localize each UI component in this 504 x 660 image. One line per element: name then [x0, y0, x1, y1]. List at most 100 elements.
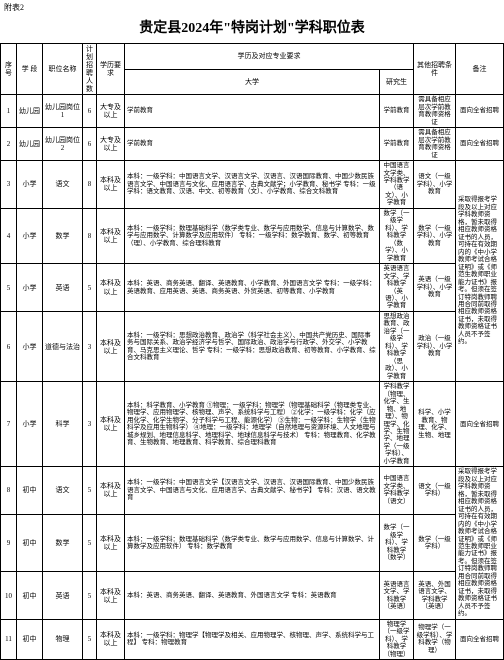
- th-major-group: 学历及对应专业要求: [125, 44, 414, 70]
- cell-yjs: 思想政治教育、政治学（一级学科）、学科教学（思政）、小学教育: [380, 311, 414, 381]
- cell-seg: 小学: [17, 208, 43, 263]
- positions-table: 序号 学 段 职位名称 计划招聘人数 学历要求 学历及对应专业要求 其他招聘条件…: [0, 43, 504, 660]
- th-pos: 职位名称: [43, 44, 83, 95]
- cell-pos: 英语: [43, 264, 83, 312]
- cell-seg: 小学: [17, 264, 43, 312]
- cell-yjs: 中国语言文学类、学科教学（语文）、小学教育: [380, 161, 414, 209]
- cell-sn: 11: [1, 619, 17, 659]
- cell-num: 5: [83, 572, 97, 619]
- cell-oth: 需具备相应层次学前教育教师资格证: [414, 128, 456, 161]
- th-yjs: 研究生: [380, 69, 414, 95]
- cell-sn: 9: [1, 514, 17, 572]
- cell-edu: 本科及以上: [97, 619, 125, 659]
- cell-seg: 初中: [17, 572, 43, 619]
- cell-pos: 幼儿园岗位2: [43, 128, 83, 161]
- cell-edu: 本科及以上: [97, 382, 125, 467]
- cell-num: 6: [83, 128, 97, 161]
- cell-num: 5: [83, 514, 97, 572]
- cell-oth: 英语（一级学科）、小学教育: [414, 264, 456, 312]
- cell-pos: 幼儿园岗位1: [43, 95, 83, 128]
- cell-edu: 本科及以上: [97, 161, 125, 209]
- cell-num: 5: [83, 264, 97, 312]
- cell-sn: 6: [1, 311, 17, 381]
- cell-sn: 1: [1, 95, 17, 128]
- cell-dx: 本科：一级学科：物理学【物理学及相关、应用物理学、核物理、声学、系统科学与工程】…: [125, 619, 380, 659]
- cell-pos: 科学: [43, 382, 83, 467]
- cell-dx: 本科：一级学科：数理基础科学（数学类专业、数学与应用数学、信息与计算数学、计算数…: [125, 514, 380, 572]
- cell-oth: 英语、外国语言文学、学科教学（英语）: [414, 572, 456, 619]
- cell-num: 8: [83, 208, 97, 263]
- cell-sn: 10: [1, 572, 17, 619]
- th-sn: 序号: [1, 44, 17, 95]
- cell-bz: 面向全省招聘: [456, 128, 504, 161]
- cell-dx: 本科：英语、商务英语、翻译、英语教育、外国语言文学 专科：英语教育: [125, 572, 380, 619]
- cell-num: 5: [83, 467, 97, 514]
- cell-yjs: 数学（一级学科）、学科教学（数学）、小学教育: [380, 208, 414, 263]
- cell-num: 8: [83, 161, 97, 209]
- cell-seg: 小学: [17, 161, 43, 209]
- cell-edu: 本科及以上: [97, 208, 125, 263]
- th-num: 计划招聘人数: [83, 44, 97, 95]
- cell-num: 3: [83, 382, 97, 467]
- cell-bz-group: 采取得报考学段及以上对应学科教师资格，暂未取得相应教师资格证书的人员，可持在有效…: [456, 467, 504, 619]
- cell-edu: 本科及以上: [97, 264, 125, 312]
- cell-yjs: 学科教学（物理、化学、生物、地理）、物理学、化学、生物学、地理学（一级学科）、小…: [380, 382, 414, 467]
- cell-seg: 小学: [17, 382, 43, 467]
- cell-seg: 幼儿园: [17, 95, 43, 128]
- cell-oth: 物理学（一级学科）、学科教学（物理）: [414, 619, 456, 659]
- cell-dx: 本科：一级学科：中国语言文学、汉语言文学、汉语言、汉语国际教育、中国少数民族语言…: [125, 161, 380, 209]
- cell-yjs: 学前教育: [380, 128, 414, 161]
- cell-edu: 大专及以上: [97, 128, 125, 161]
- cell-yjs: 英语语言文学、学科教学（英语）、小学教育: [380, 264, 414, 312]
- cell-pos: 道德与法治: [43, 311, 83, 381]
- cell-bz: 面向全省招聘: [456, 382, 504, 467]
- th-edu: 学历要求: [97, 44, 125, 95]
- cell-yjs: 英语语言文学、学科教学（英语）: [380, 572, 414, 619]
- cell-sn: 2: [1, 128, 17, 161]
- cell-seg: 初中: [17, 467, 43, 514]
- cell-sn: 3: [1, 161, 17, 209]
- th-seg: 学 段: [17, 44, 43, 95]
- cell-pos: 物理: [43, 619, 83, 659]
- cell-dx: 学前教育: [125, 128, 380, 161]
- cell-sn: 4: [1, 208, 17, 263]
- cell-oth: 数学（一级学科）、小学教育: [414, 208, 456, 263]
- cell-edu: 大专及以上: [97, 95, 125, 128]
- cell-sn: 5: [1, 264, 17, 312]
- cell-seg: 初中: [17, 514, 43, 572]
- cell-edu: 本科及以上: [97, 514, 125, 572]
- cell-dx: 本科：英语、商务英语、翻译、英语教育、小学教育、外国语言文学 专科：一级学科：英…: [125, 264, 380, 312]
- cell-edu: 本科及以上: [97, 467, 125, 514]
- page-title: 贵定县2024年"特岗计划"学科职位表: [0, 13, 504, 43]
- th-bz: 备注: [456, 44, 504, 95]
- th-dx: 大学: [125, 69, 380, 95]
- cell-num: 3: [83, 311, 97, 381]
- cell-oth: 需具备相应层次学前教育教师资格证: [414, 95, 456, 128]
- cell-oth: 政治（一级学科）、小学教育: [414, 311, 456, 381]
- cell-sn: 8: [1, 467, 17, 514]
- cell-sn: 7: [1, 382, 17, 467]
- cell-yjs: 学前教育: [380, 95, 414, 128]
- cell-oth: 科学、小学教育、物理、化学、生物、地理: [414, 382, 456, 467]
- cell-seg: 幼儿园: [17, 128, 43, 161]
- th-oth: 其他招聘条件: [414, 44, 456, 95]
- cell-bz: 面向全省招聘: [456, 95, 504, 128]
- cell-dx: 学前教育: [125, 95, 380, 128]
- cell-bz-group: 采取得报考学段及以上对应学科教师资格，暂未取得相应教师资格证书的人员，可持在有效…: [456, 161, 504, 382]
- cell-pos: 语文: [43, 467, 83, 514]
- cell-dx: 本科：科学教育、小学教育 ①物理：一级学科：物理学（物理基础科学（物理类专业、物…: [125, 382, 380, 467]
- cell-edu: 本科及以上: [97, 572, 125, 619]
- cell-edu: 本科及以上: [97, 311, 125, 381]
- cell-oth: 语文（一级学科）、小学教育: [414, 161, 456, 209]
- cell-oth: 数学（一级学科）: [414, 514, 456, 572]
- cell-seg: 小学: [17, 311, 43, 381]
- cell-pos: 英语: [43, 572, 83, 619]
- cell-yjs: 物理学（一级学科）、学科教学（物理）: [380, 619, 414, 659]
- cell-num: 6: [83, 95, 97, 128]
- cell-num: 5: [83, 619, 97, 659]
- cell-bz: 面向全省招聘: [456, 619, 504, 659]
- cell-seg: 初中: [17, 619, 43, 659]
- cell-dx: 本科：一级学科：思想政治教育、政治学（科学社会主义）、中国共产党历史、国际事务与…: [125, 311, 380, 381]
- cell-yjs: 数学（一级学科）、学科教学（数学）: [380, 514, 414, 572]
- cell-dx: 本科：一级学科：中国语言文学【汉语言文学、汉语言、汉语国际教育、中国少数民族语言…: [125, 467, 380, 514]
